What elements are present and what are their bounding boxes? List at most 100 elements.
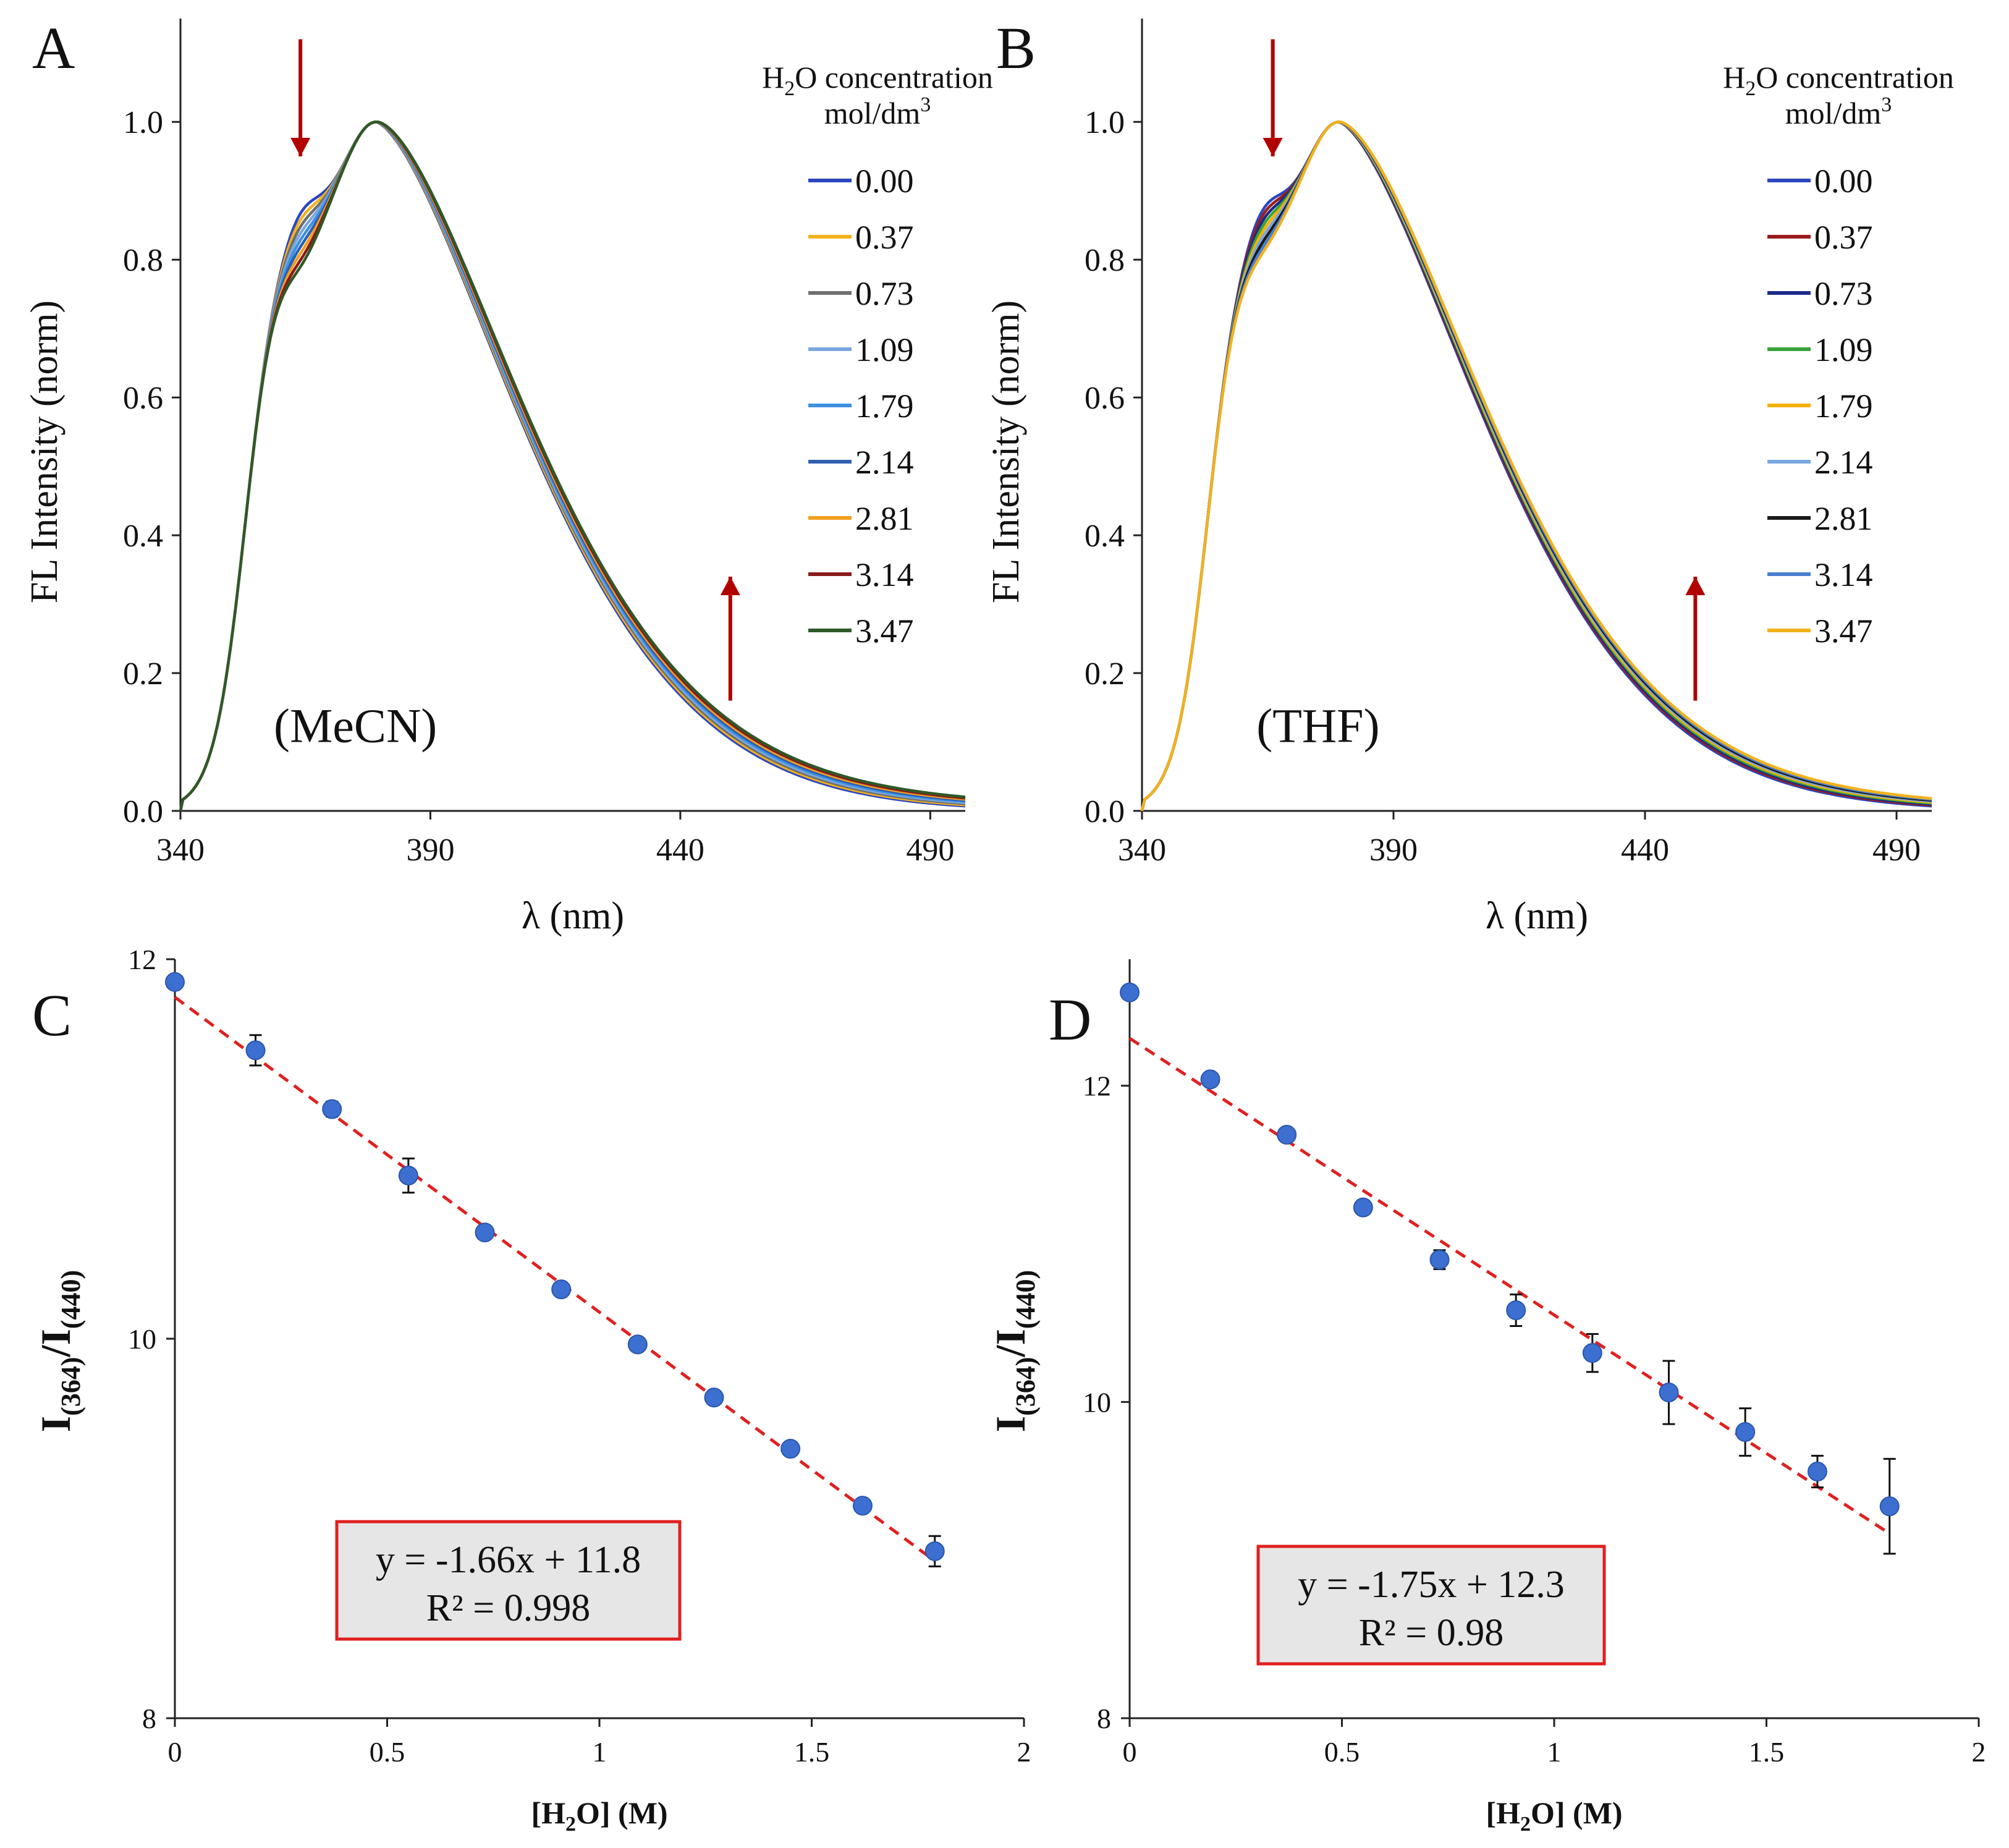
spectrum-panel-b: B 0.0 0.2 0.4 0.6 0.8 1.0 340 390 440 490 λ (nm) FL … xyxy=(985,15,1954,937)
panel-label: A xyxy=(32,15,75,81)
y-tick-label: 0.2 xyxy=(123,656,163,692)
x-tick-label: 1.5 xyxy=(794,1736,830,1768)
scatter-point xyxy=(1879,1496,1900,1517)
data-point xyxy=(1120,982,1140,1002)
scatter-point xyxy=(245,1040,266,1061)
data-point xyxy=(551,1279,572,1300)
y-tick-label: 0.4 xyxy=(123,519,163,554)
legend-title: H2O concentration xyxy=(1723,60,1954,100)
legend-label: 2.14 xyxy=(1814,444,1873,481)
fit-line xyxy=(174,996,936,1562)
data-point xyxy=(1506,1293,1526,1328)
x-tick-label: 390 xyxy=(1369,833,1418,868)
y-tick-label: 0.2 xyxy=(1085,656,1125,692)
legend-label: 1.09 xyxy=(855,331,914,368)
y-tick-label: 1.0 xyxy=(1085,105,1125,140)
x-tick-label: 0 xyxy=(168,1736,182,1768)
data-point xyxy=(1429,1249,1450,1270)
scatter-point xyxy=(398,1165,418,1185)
data-point xyxy=(322,1099,342,1119)
y-tick-label: 12 xyxy=(128,944,156,975)
x-axis-title: [H2O] (M) xyxy=(1486,1795,1622,1836)
legend-item: 0.00 xyxy=(1767,163,1873,200)
legend-label: 3.14 xyxy=(855,556,914,593)
data-point xyxy=(398,1157,418,1194)
scatter-point xyxy=(322,1099,342,1119)
y-tick-label: 0.4 xyxy=(1085,519,1125,554)
data-point xyxy=(704,1388,724,1408)
scatter-point xyxy=(1807,1461,1827,1481)
legend-item: 0.73 xyxy=(808,275,914,312)
data-point xyxy=(1879,1457,1900,1555)
legend-label: 3.47 xyxy=(1814,612,1873,650)
x-axis-title: λ (nm) xyxy=(522,895,624,937)
panel-label: D xyxy=(1049,986,1091,1053)
equation-box: y = -1.66x + 11.8 R² = 0.998 xyxy=(335,1520,682,1641)
x-tick-label: 1 xyxy=(1547,1736,1562,1768)
legend-item: 2.14 xyxy=(1767,444,1873,481)
y-tick-label: 1.0 xyxy=(123,105,163,140)
legend-unit: mol/dm3 xyxy=(824,93,931,130)
scatter-point xyxy=(165,972,185,992)
scatter-point xyxy=(852,1496,873,1516)
solvent-label: (MeCN) xyxy=(274,699,437,753)
legend-title: H2O concentration xyxy=(762,60,993,100)
scatter-point xyxy=(551,1279,572,1300)
fit-line xyxy=(1128,1036,1891,1535)
legend-item: 1.79 xyxy=(1767,388,1873,425)
y-axis-title: I(364)/I(440) xyxy=(32,1270,86,1432)
data-point xyxy=(1353,1197,1373,1218)
legend-item: 3.14 xyxy=(808,556,914,593)
x-tick-label: 440 xyxy=(1621,833,1669,868)
arrow-down-head xyxy=(290,137,311,156)
legend-label: 3.14 xyxy=(1814,556,1873,593)
legend-item: 3.14 xyxy=(1767,556,1873,593)
legend-item: 3.47 xyxy=(1767,612,1873,650)
legend-label: 0.73 xyxy=(1814,275,1873,312)
legend-item: 0.37 xyxy=(1767,219,1873,256)
x-tick-label: 490 xyxy=(906,833,954,868)
data-point xyxy=(475,1223,495,1243)
x-tick-label: 0.5 xyxy=(370,1736,405,1768)
x-tick-label: 0 xyxy=(1123,1736,1137,1768)
legend-label: 2.81 xyxy=(855,500,914,537)
legend-item: 0.37 xyxy=(808,219,914,256)
scatter-point xyxy=(475,1223,495,1243)
scatter-point xyxy=(1735,1422,1756,1442)
legend-item: 2.14 xyxy=(808,444,914,481)
legend-label: 3.47 xyxy=(855,612,914,650)
legend-label: 2.81 xyxy=(1814,500,1873,537)
legend-item: 0.73 xyxy=(1767,275,1873,312)
data-point xyxy=(780,1439,801,1459)
legend-label: 1.79 xyxy=(855,388,914,425)
scatter-point xyxy=(1120,982,1140,1002)
x-tick-label: 340 xyxy=(1118,833,1166,868)
data-point xyxy=(924,1535,945,1567)
x-tick-label: 2 xyxy=(1972,1736,1986,1768)
legend-item: 1.09 xyxy=(1767,331,1873,368)
y-tick-label: 12 xyxy=(1083,1070,1111,1102)
data-point xyxy=(165,972,185,992)
y-tick-label: 10 xyxy=(128,1323,156,1355)
x-tick-label: 1.5 xyxy=(1749,1736,1785,1768)
y-tick-label: 8 xyxy=(1097,1703,1111,1734)
scatter-point xyxy=(924,1541,945,1561)
fit-equation: y = -1.75x + 12.3 xyxy=(1298,1564,1565,1606)
legend-label: 0.73 xyxy=(855,275,914,312)
y-tick-label: 0.6 xyxy=(123,381,163,416)
scatter-point xyxy=(1582,1343,1602,1363)
y-axis-title: FL Intensity (norm) xyxy=(23,300,66,603)
x-axis-title: [H2O] (M) xyxy=(531,1795,667,1836)
fit-r-squared: R² = 0.998 xyxy=(426,1587,590,1629)
x-tick-label: 1 xyxy=(593,1736,607,1768)
x-tick-label: 490 xyxy=(1872,833,1921,868)
data-point xyxy=(1582,1333,1602,1373)
legend-label: 1.79 xyxy=(1814,388,1873,425)
regression-panel-c: C 8 10 12 0 0.5 1 1.5 2 [H2O] (M) I(364)/I(440) y =… xyxy=(32,944,1031,1836)
data-point xyxy=(627,1334,648,1355)
legend-label: 0.37 xyxy=(1814,219,1873,256)
arrow-up-head xyxy=(1685,576,1706,595)
series-line-3.47 xyxy=(1140,120,1932,812)
y-tick-label: 8 xyxy=(142,1703,156,1734)
scatter-point xyxy=(1429,1250,1450,1270)
